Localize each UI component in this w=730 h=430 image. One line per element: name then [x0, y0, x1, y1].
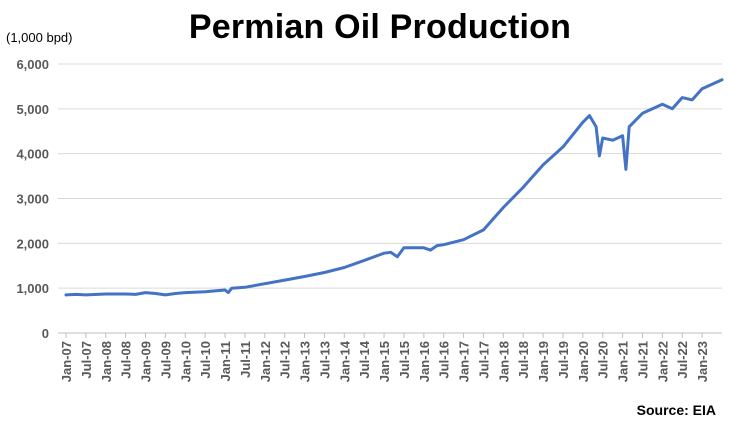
x-tick-label: Jan-22 [655, 341, 670, 382]
x-tick-label: Jul-15 [397, 341, 412, 379]
x-tick-label: Jan-09 [139, 341, 154, 382]
x-tick-label: Jan-20 [576, 341, 591, 382]
x-tick-label: Jan-11 [218, 341, 233, 381]
x-tick-label: Jan-16 [417, 341, 432, 382]
series-line [64, 78, 724, 297]
x-tick-label: Jan-08 [99, 341, 114, 382]
y-tick-label: 3,000 [16, 192, 49, 207]
x-tick-label: Jul-12 [278, 341, 293, 379]
x-tick-label: Jan-13 [298, 341, 313, 382]
x-tick-label: Jan-23 [695, 341, 710, 382]
y-axis-ticks: 0 1,000 2,000 3,000 4,000 5,000 6,000 [16, 57, 49, 341]
x-tick-label: Jan-19 [536, 341, 551, 382]
plot-area [64, 78, 724, 297]
x-tick-label: Jul-10 [198, 341, 213, 379]
y-tick-label: 1,000 [16, 281, 49, 296]
x-tick-label: Jan-21 [616, 341, 631, 382]
x-tick-label: Jul-21 [635, 341, 650, 379]
y-tick-label: 0 [42, 326, 49, 341]
y-axis-unit-label: (1,000 bpd) [6, 30, 73, 45]
y-tick-label: 5,000 [16, 102, 49, 117]
x-tick-label: Jul-20 [596, 341, 611, 379]
x-tick-label: Jul-22 [675, 341, 690, 379]
source-note: Source: EIA [636, 402, 716, 418]
y-tick-label: 4,000 [16, 147, 49, 162]
x-tick-label: Jul-11 [238, 341, 253, 378]
x-tick-label: Jul-07 [79, 341, 94, 379]
x-tick-label: Jul-13 [317, 341, 332, 379]
y-tick-label: 6,000 [16, 57, 49, 72]
x-tick-label: Jan-17 [457, 341, 472, 382]
x-axis-ticks: Jan-07 Jul-07 Jan-08 Jul-08 Jan-09 Jul-09 Jan-… [59, 333, 710, 382]
x-tick-label: Jan-10 [178, 341, 193, 382]
x-tick-label: Jan-18 [496, 341, 511, 382]
x-tick-label: Jul-17 [476, 341, 491, 379]
x-tick-label: Jul-14 [357, 340, 372, 378]
x-tick-label: Jan-14 [337, 340, 352, 382]
x-tick-label: Jul-18 [516, 341, 531, 379]
y-tick-label: 2,000 [16, 236, 49, 251]
x-tick-label: Jul-09 [158, 341, 173, 379]
x-tick-label: Jul-08 [119, 341, 134, 379]
x-tick-label: Jul-16 [437, 341, 452, 379]
x-tick-label: Jul-19 [556, 341, 571, 379]
chart-title: Permian Oil Production [188, 8, 572, 46]
x-tick-label: Jan-12 [258, 341, 273, 382]
x-tick-label: Jan-07 [59, 341, 74, 382]
x-tick-label: Jan-15 [377, 341, 392, 382]
gridlines [58, 63, 722, 334]
